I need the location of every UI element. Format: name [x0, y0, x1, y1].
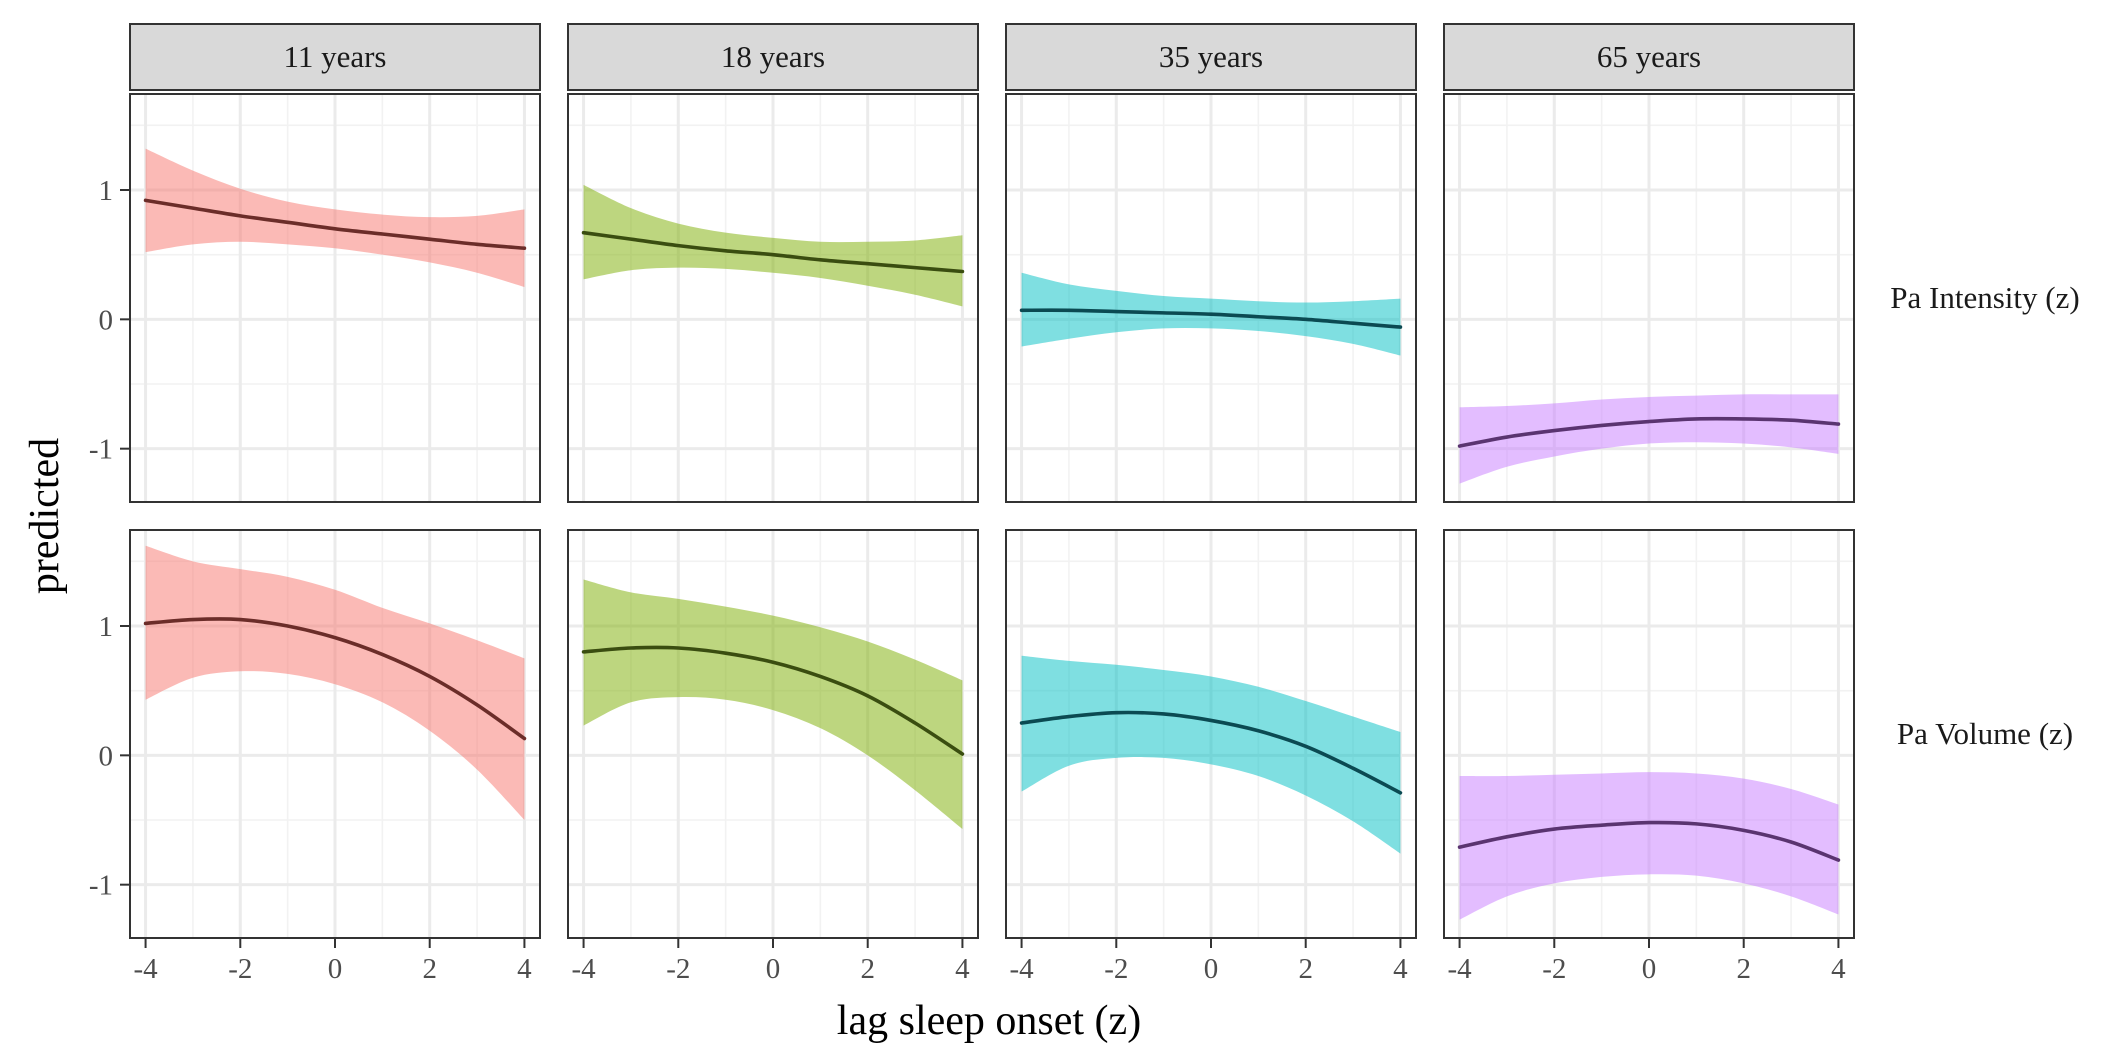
x-tick-label: -2 [228, 953, 252, 985]
panel-intensity-35-years [1005, 93, 1417, 503]
x-tick-label: 0 [328, 953, 343, 985]
x-tick-label: 0 [1204, 953, 1219, 985]
fitted-line [1019, 710, 1403, 795]
panel-border [129, 93, 541, 503]
y-tick-label: 0 [99, 304, 114, 336]
facet-row-label: Pa Volume (z) [1897, 716, 2073, 751]
x-tick-label: 0 [1642, 953, 1657, 985]
x-tick-label: 4 [955, 953, 970, 985]
confidence-ribbon [145, 545, 525, 821]
x-tick-label: -4 [1447, 953, 1472, 985]
x-tick-label: -2 [666, 953, 690, 985]
x-tick-label: 2 [422, 953, 437, 985]
facet-strip [1443, 23, 1855, 91]
y-axis-title: predicted [22, 438, 68, 594]
y-tick-label: 1 [99, 611, 114, 643]
x-tick-label: -4 [1009, 953, 1034, 985]
panel-volume-65-years [1443, 529, 1855, 939]
panel-border [129, 529, 541, 939]
fitted-line [143, 198, 527, 251]
panel-intensity-18-years [567, 93, 979, 503]
fitted-line [1457, 416, 1841, 448]
x-tick-label: 2 [1298, 953, 1313, 985]
x-tick-label: 2 [1736, 953, 1751, 985]
fitted-line [1019, 308, 1403, 329]
fitted-line [581, 645, 965, 756]
confidence-ribbon [145, 148, 525, 288]
panel-intensity-65-years [1443, 93, 1855, 503]
y-tick-label: -1 [89, 870, 113, 902]
x-axis-title: lag sleep onset (z) [837, 998, 1141, 1044]
panel-volume-35-years [1005, 529, 1417, 939]
y-tick-label: -1 [89, 434, 113, 466]
confidence-ribbon [583, 184, 963, 307]
x-tick-label: -2 [1542, 953, 1566, 985]
panel-border [567, 529, 979, 939]
panel-intensity-11-years [129, 93, 541, 503]
confidence-ribbon [1459, 772, 1839, 920]
facet-strip [1005, 23, 1417, 91]
facet-strip-label: 65 years [1597, 39, 1701, 74]
x-tick-label: -4 [133, 953, 158, 985]
y-tick-label: 1 [99, 175, 114, 207]
fitted-line [143, 617, 527, 741]
panel-volume-18-years [567, 529, 979, 939]
facet-strip [129, 23, 541, 91]
confidence-ribbon [1459, 394, 1839, 484]
y-tick-label: 0 [99, 740, 114, 772]
panel-border [1005, 93, 1417, 503]
panel-border [1443, 529, 1855, 939]
x-tick-label: 4 [1831, 953, 1846, 985]
facet-strip [567, 23, 979, 91]
panel-border [567, 93, 979, 503]
x-tick-label: -2 [1104, 953, 1128, 985]
confidence-ribbon [583, 579, 963, 830]
fitted-line [581, 230, 965, 274]
panel-border [1005, 529, 1417, 939]
facet-strip-label: 11 years [283, 39, 386, 74]
x-tick-label: 0 [766, 953, 781, 985]
x-tick-label: -4 [571, 953, 596, 985]
panel-border [1443, 93, 1855, 503]
facet-strip-label: 35 years [1159, 39, 1263, 74]
facet-strip-label: 18 years [721, 39, 825, 74]
confidence-ribbon [1021, 655, 1401, 854]
fitted-line [1457, 820, 1841, 862]
x-tick-label: 2 [860, 953, 875, 985]
x-tick-label: 4 [1393, 953, 1408, 985]
x-tick-label: 4 [517, 953, 532, 985]
facet-row-label: Pa Intensity (z) [1890, 280, 2079, 315]
panel-volume-11-years [129, 529, 541, 939]
